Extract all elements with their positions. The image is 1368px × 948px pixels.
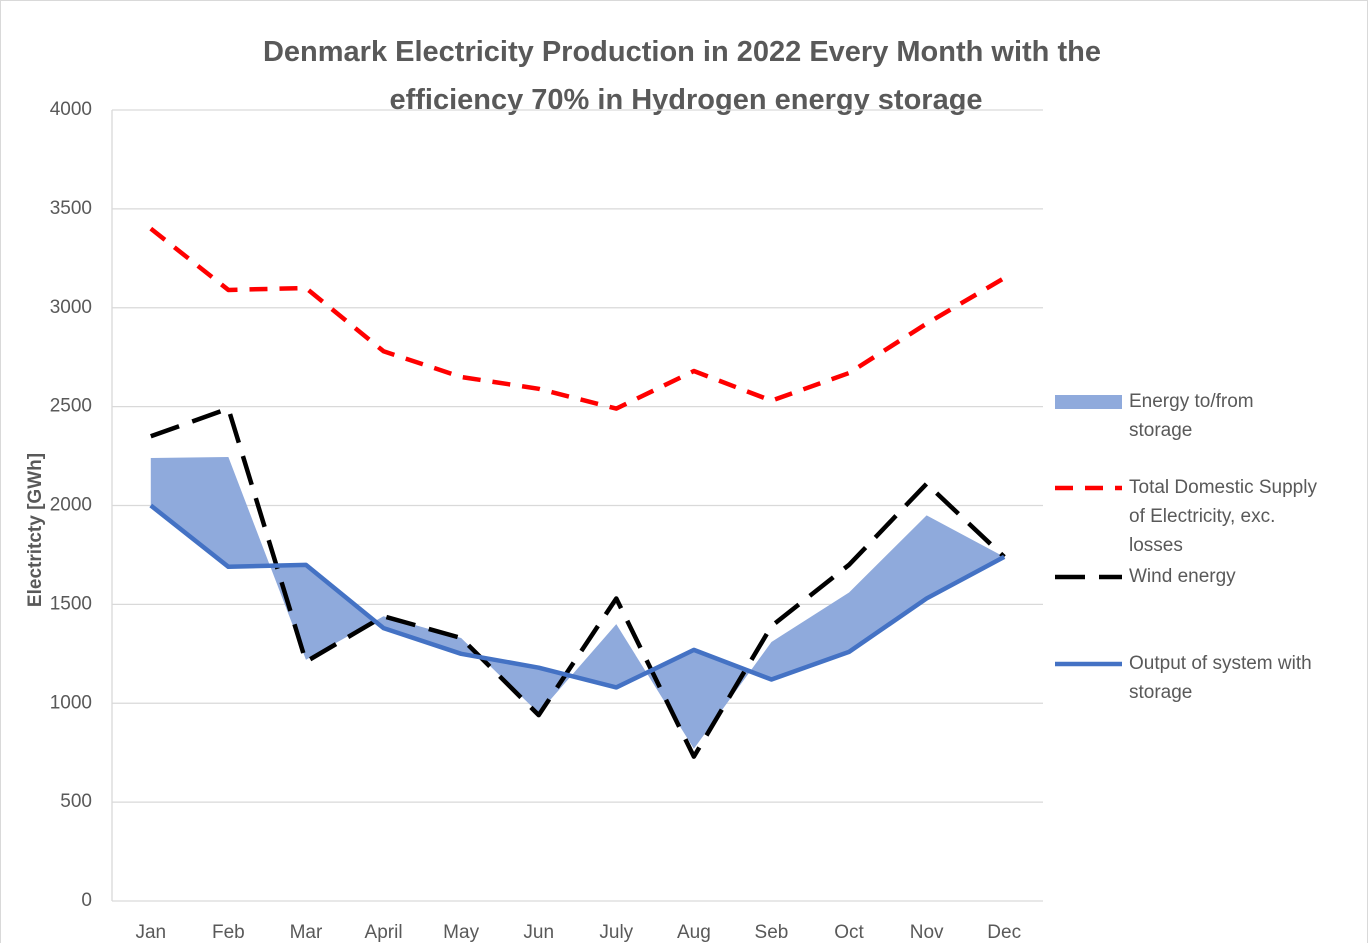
x-tick-label: Dec: [987, 922, 1021, 943]
y-tick-label: 1500: [50, 593, 92, 614]
x-tick-label: Jan: [135, 922, 166, 943]
x-tick-label: May: [443, 922, 479, 943]
legend-label: Output of system with storage: [1129, 653, 1317, 703]
x-tick-label: Seb: [755, 922, 789, 943]
x-tick-label: July: [599, 922, 633, 943]
x-tick-label: Nov: [910, 922, 944, 943]
legend-swatch: [1055, 395, 1122, 409]
y-tick-label: 4000: [50, 99, 92, 120]
series-line: [150, 406, 1006, 759]
x-tick-label: Feb: [212, 922, 245, 943]
y-tick-label: 0: [81, 890, 92, 911]
y-tick-label: 3000: [50, 297, 92, 318]
y-axis-label: Electritcty [GWh]: [25, 453, 46, 607]
x-tick-label: Mar: [290, 922, 323, 943]
x-tick-label: Aug: [677, 922, 711, 943]
y-tick-label: 1000: [50, 692, 92, 713]
legend-label: Total Domestic Supply of Electricity, ex…: [1129, 477, 1322, 556]
series-line: [149, 226, 1006, 411]
x-tick-label: Jun: [523, 922, 554, 943]
legend-label: Energy to/from storage: [1129, 391, 1259, 441]
storage-area: [150, 457, 1005, 749]
legend-label: Wind energy: [1129, 566, 1236, 587]
y-tick-label: 500: [60, 791, 92, 812]
series-line: [149, 503, 1006, 690]
x-tick-label: Oct: [834, 922, 864, 943]
y-tick-label: 2000: [50, 495, 92, 516]
y-tick-label: 2500: [50, 396, 92, 417]
x-tick-label: April: [365, 922, 403, 943]
y-tick-label: 3500: [50, 198, 92, 219]
